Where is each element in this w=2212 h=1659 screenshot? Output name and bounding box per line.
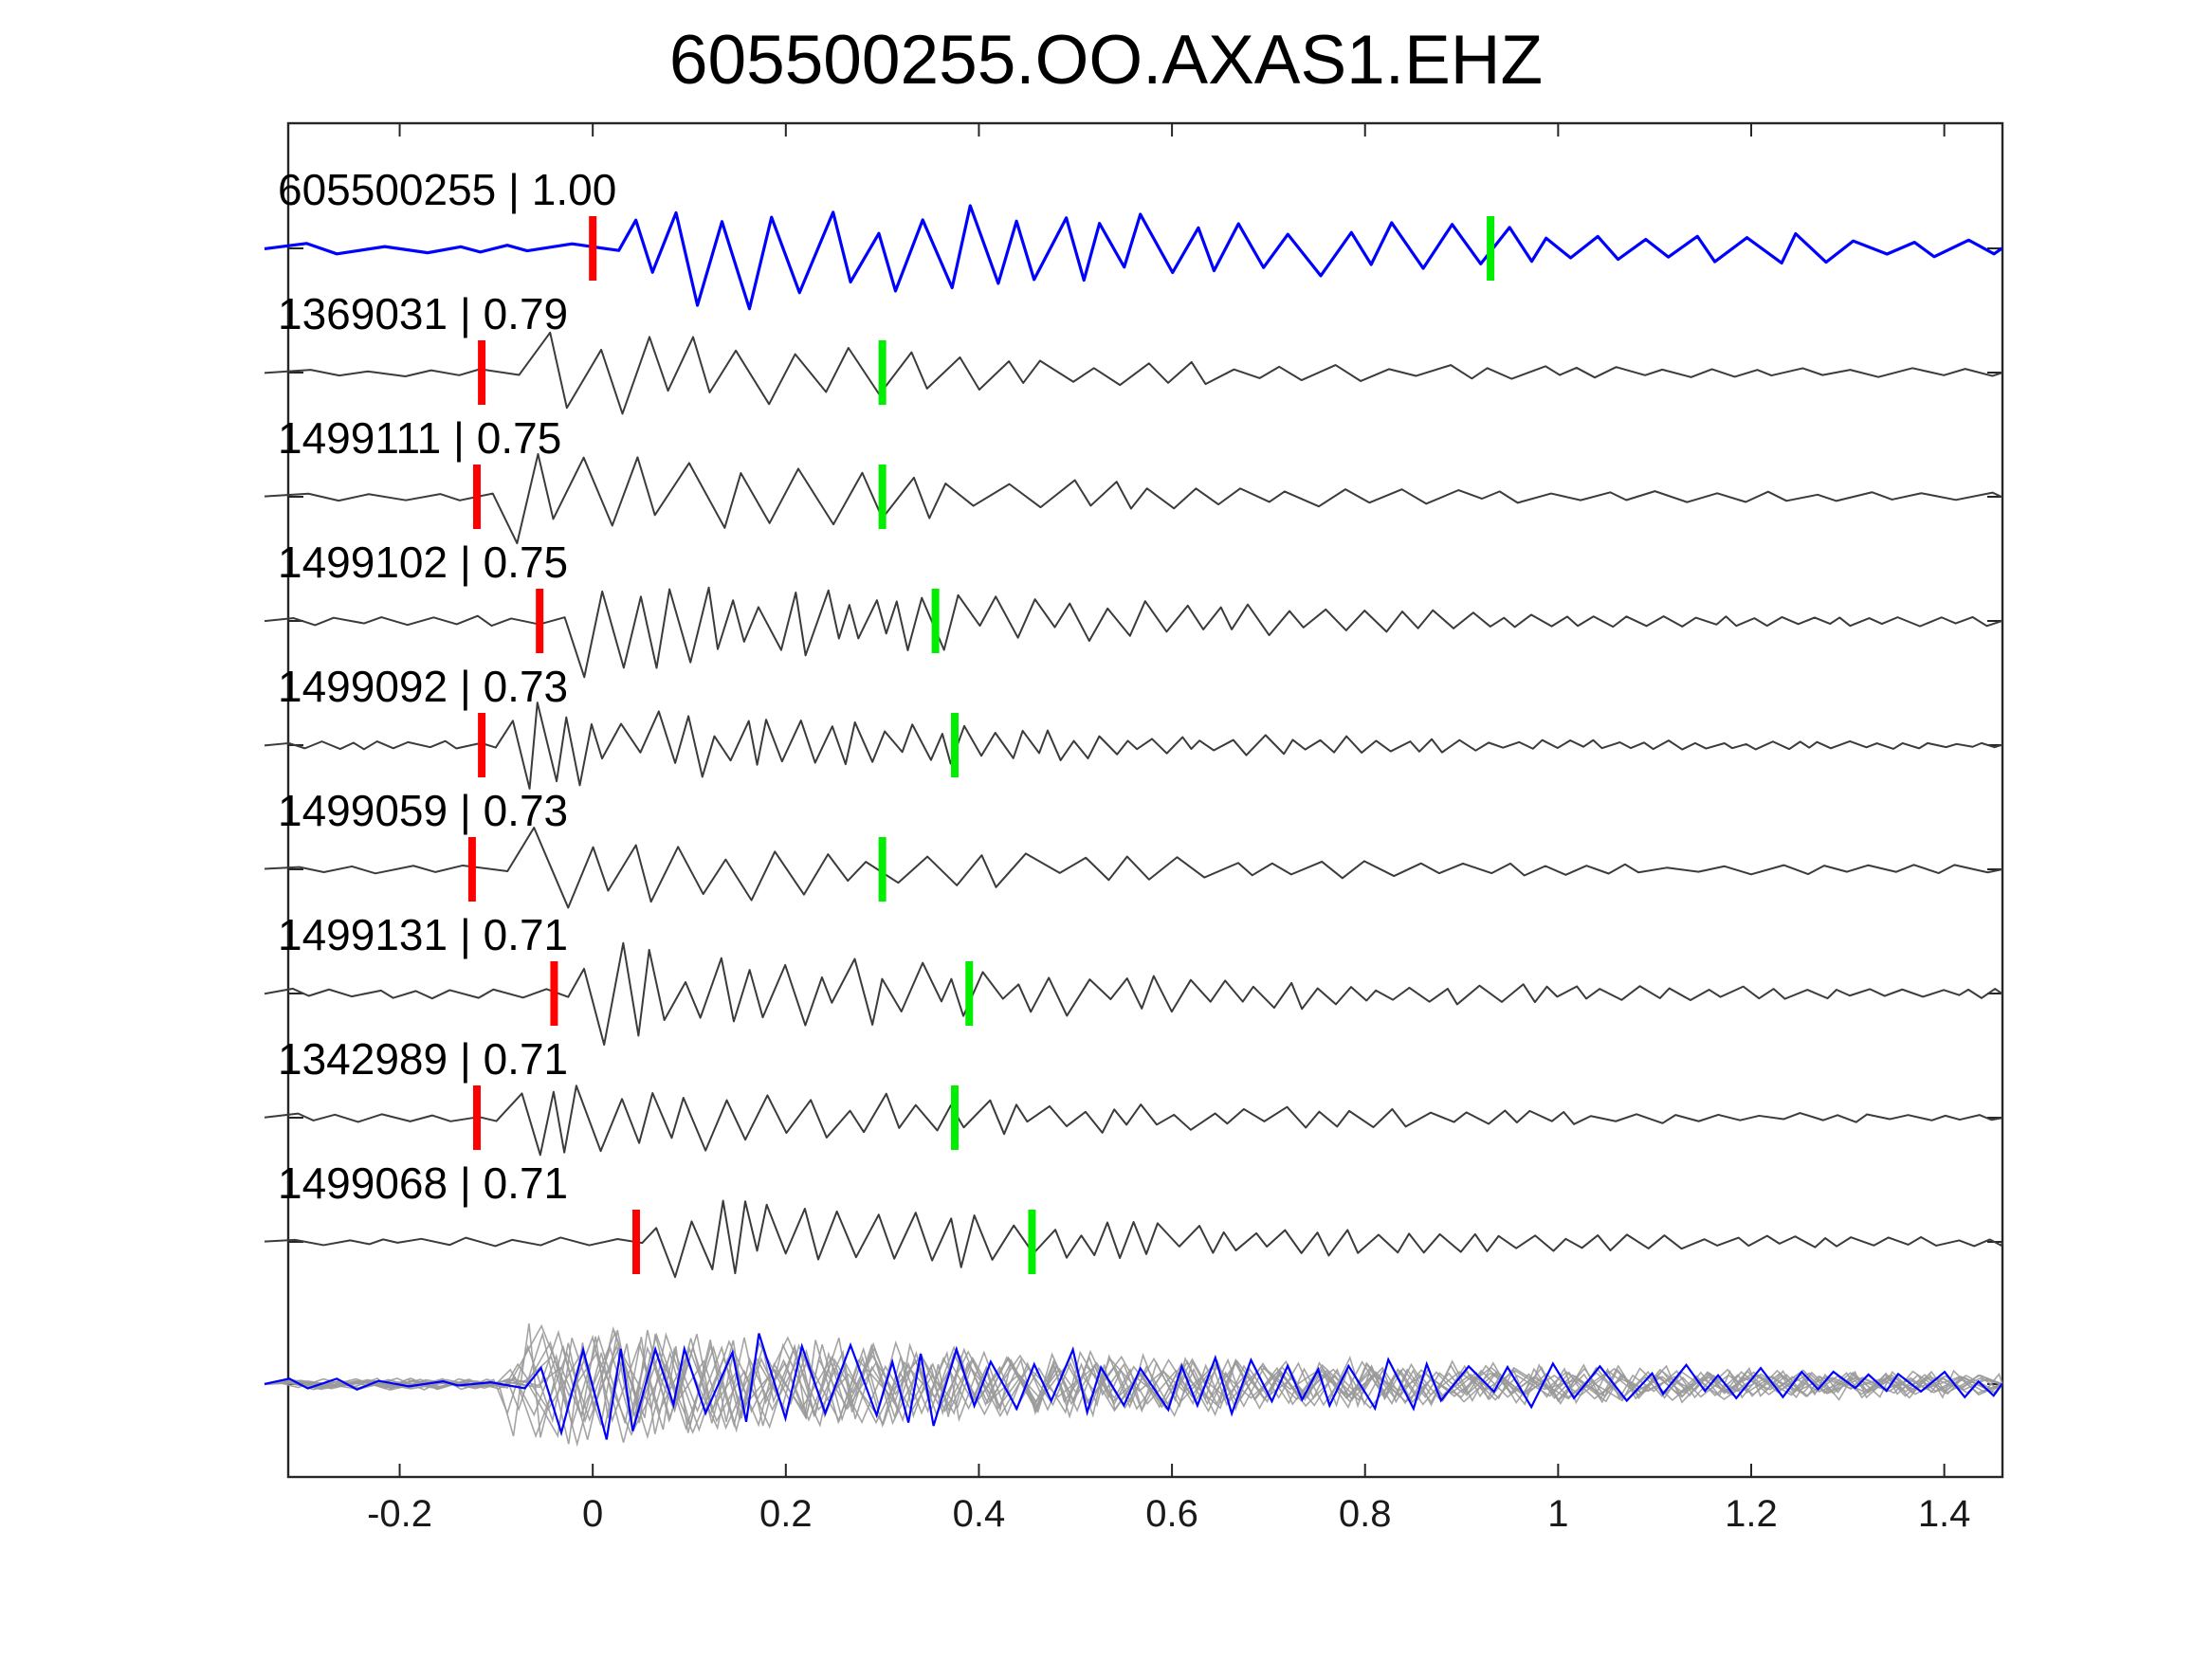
svg-text:605500255 | 1.00: 605500255 | 1.00 [278, 165, 616, 214]
svg-text:1369031 | 0.79: 1369031 | 0.79 [278, 289, 568, 338]
svg-text:0.8: 0.8 [1339, 1493, 1392, 1535]
svg-text:1499131 | 0.71: 1499131 | 0.71 [278, 910, 568, 959]
svg-text:1342989 | 0.71: 1342989 | 0.71 [278, 1034, 568, 1084]
svg-text:1499068 | 0.71: 1499068 | 0.71 [278, 1158, 568, 1208]
svg-text:0.2: 0.2 [759, 1493, 813, 1535]
svg-text:1.2: 1.2 [1725, 1493, 1778, 1535]
svg-text:-0.2: -0.2 [367, 1493, 432, 1535]
svg-text:0.6: 0.6 [1145, 1493, 1198, 1535]
svg-text:1: 1 [1547, 1493, 1568, 1535]
svg-text:0: 0 [582, 1493, 603, 1535]
svg-text:0.4: 0.4 [953, 1493, 1006, 1535]
svg-text:1499059 | 0.73: 1499059 | 0.73 [278, 786, 568, 835]
svg-text:1499092 | 0.73: 1499092 | 0.73 [278, 662, 568, 711]
svg-text:1.4: 1.4 [1918, 1493, 1971, 1535]
svg-text:1499102 | 0.75: 1499102 | 0.75 [278, 538, 568, 587]
svg-text:1499111 | 0.75: 1499111 | 0.75 [278, 413, 561, 463]
